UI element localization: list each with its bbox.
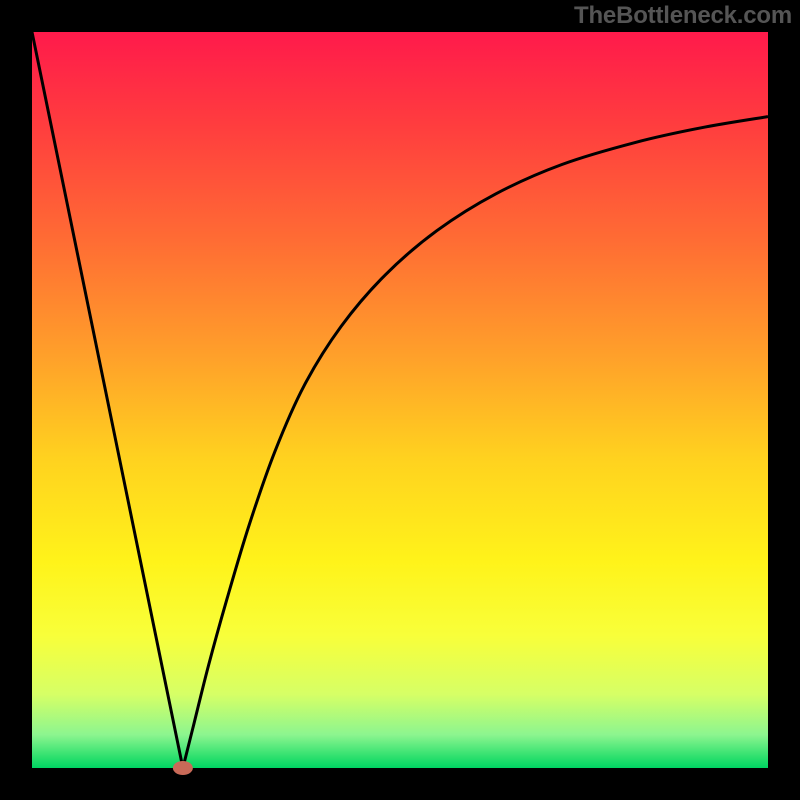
chart-frame: TheBottleneck.com (0, 0, 800, 800)
chart-svg (0, 0, 800, 800)
gradient-background (32, 32, 768, 768)
min-point-marker (173, 761, 193, 775)
watermark-text: TheBottleneck.com (574, 2, 792, 30)
